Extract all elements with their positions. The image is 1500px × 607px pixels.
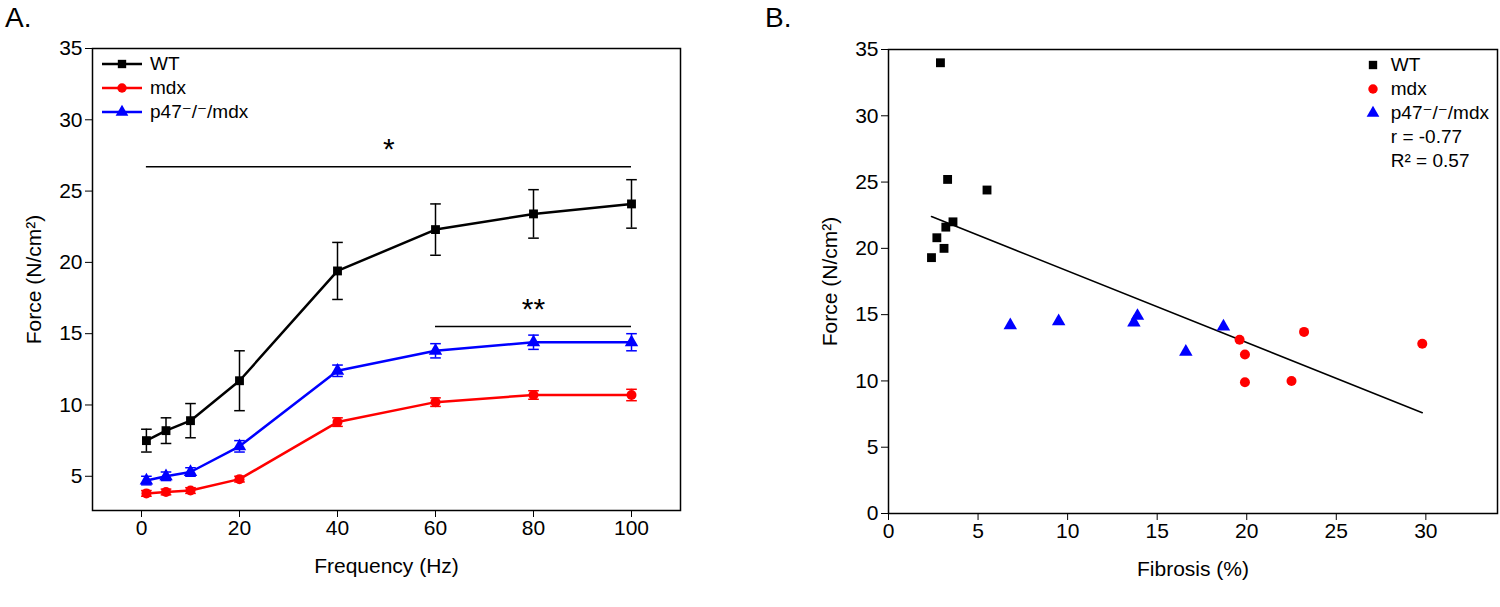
svg-text:30: 30: [59, 108, 82, 131]
svg-text:25: 25: [855, 170, 878, 193]
svg-text:20: 20: [59, 250, 82, 273]
svg-text:*: *: [383, 132, 395, 165]
svg-text:Force (N/cm²): Force (N/cm²): [818, 217, 841, 347]
svg-text:5: 5: [867, 435, 879, 458]
html-text:mdx: mdx: [1390, 78, 1427, 99]
svg-text:60: 60: [424, 516, 447, 539]
svg-text:25: 25: [59, 179, 82, 202]
html-text:mdx: mdx: [150, 77, 186, 98]
svg-text:0: 0: [883, 519, 895, 542]
svg-text:100: 100: [614, 516, 649, 539]
svg-text:0: 0: [867, 501, 879, 524]
svg-text:5: 5: [71, 464, 83, 487]
svg-text:25: 25: [1325, 519, 1348, 542]
svg-text:20: 20: [855, 236, 878, 259]
svg-text:35: 35: [59, 36, 82, 59]
svg-text:15: 15: [1145, 519, 1168, 542]
html-text:B.: B.: [765, 2, 792, 33]
svg-text:30: 30: [1414, 519, 1437, 542]
svg-text:10: 10: [59, 393, 82, 416]
svg-text:40: 40: [326, 516, 349, 539]
svg-text:20: 20: [228, 516, 251, 539]
html-text:p47⁻/⁻/mdx: p47⁻/⁻/mdx: [150, 101, 249, 122]
svg-text:Force (N/cm²): Force (N/cm²): [22, 215, 45, 345]
svg-text:80: 80: [522, 516, 545, 539]
html-text:r = -0.77: r = -0.77: [1390, 126, 1463, 147]
svg-text:10: 10: [855, 369, 878, 392]
svg-text:10: 10: [1056, 519, 1079, 542]
html-text:p47⁻/⁻/mdx: p47⁻/⁻/mdx: [1390, 102, 1489, 123]
svg-text:35: 35: [855, 37, 878, 60]
svg-text:Frequency (Hz): Frequency (Hz): [314, 554, 459, 577]
svg-text:15: 15: [855, 302, 878, 325]
html-text:WT: WT: [1390, 54, 1421, 75]
svg-text:20: 20: [1235, 519, 1258, 542]
svg-text:15: 15: [59, 321, 82, 344]
svg-text:30: 30: [855, 104, 878, 127]
svg-text:**: **: [522, 292, 546, 325]
svg-text:0: 0: [136, 516, 148, 539]
svg-text:Fibrosis (%): Fibrosis (%): [1137, 557, 1249, 580]
html-text:R² = 0.57: R² = 0.57: [1390, 150, 1470, 171]
svg-text:5: 5: [972, 519, 984, 542]
html-text:WT: WT: [150, 53, 180, 74]
html-text:A.: A.: [5, 2, 32, 33]
